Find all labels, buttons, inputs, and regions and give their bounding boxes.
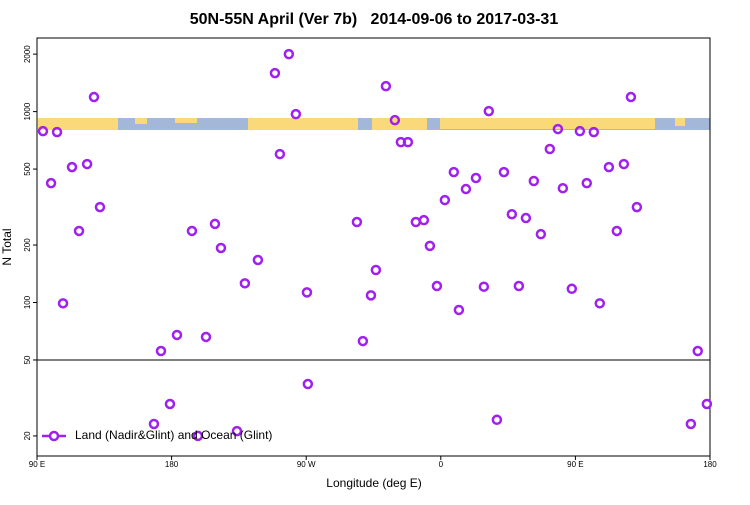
point (611, 225, 623, 237)
point (73, 225, 85, 237)
point (552, 123, 564, 135)
chart-title: 50N-55N April (Ver 7b) 2014-09-06 to 201… (190, 11, 559, 28)
point (506, 208, 518, 220)
point (478, 281, 490, 292)
point (498, 166, 510, 178)
point (192, 430, 204, 442)
point (453, 304, 465, 316)
point (470, 172, 482, 184)
point (274, 148, 286, 160)
point (491, 414, 503, 426)
point (535, 228, 547, 240)
point (448, 166, 460, 178)
point (544, 143, 556, 155)
point (81, 158, 93, 170)
x-tick-label: 0 (439, 460, 444, 469)
land-ocean-strip (38, 118, 710, 130)
point (618, 158, 630, 170)
legend-marker (48, 430, 60, 442)
point (186, 225, 198, 237)
x-tick-label: 90 E (29, 460, 45, 469)
y-tick-label: 50 (23, 355, 32, 364)
point (252, 254, 264, 266)
point (574, 125, 586, 137)
point (269, 67, 281, 79)
point (94, 201, 106, 213)
point (357, 335, 369, 347)
point (370, 264, 382, 276)
point (66, 161, 78, 173)
point (155, 345, 167, 357)
point (594, 298, 606, 309)
y-tick-label: 500 (23, 162, 32, 176)
y-tick-label: 1000 (23, 102, 32, 120)
point (439, 194, 451, 206)
point (692, 345, 703, 357)
point (685, 418, 697, 430)
x-axis-label: Longitude (deg E) (326, 476, 421, 490)
x-tick-label: 90 W (297, 460, 316, 469)
point (231, 425, 243, 437)
point (402, 136, 414, 148)
x-tick-label: 90 E (567, 460, 583, 469)
point (88, 91, 100, 103)
point (171, 329, 183, 341)
point (164, 398, 176, 410)
point (351, 216, 363, 228)
point (483, 105, 495, 117)
legend-label: Land (Nadir&Glint) and Ocean (Glint) (75, 428, 272, 442)
point (283, 48, 295, 60)
x-tick-label: 180 (703, 460, 717, 469)
point (302, 378, 314, 390)
point (528, 175, 540, 187)
point (45, 177, 57, 189)
point (148, 418, 160, 430)
point (431, 280, 443, 292)
point (631, 201, 643, 213)
point (57, 298, 69, 309)
point (424, 240, 436, 252)
x-tick-label: 180 (165, 460, 179, 469)
point (37, 125, 49, 137)
y-tick-label: 20 (23, 431, 32, 440)
point (520, 212, 532, 224)
point (51, 126, 63, 138)
point (603, 161, 615, 173)
point (365, 290, 377, 301)
point (625, 91, 637, 103)
point (588, 126, 600, 138)
plot-frame (36, 37, 711, 457)
point (200, 331, 212, 343)
point (581, 177, 593, 189)
y-tick-label: 100 (23, 295, 32, 309)
point (290, 108, 302, 120)
point (418, 214, 430, 226)
point (566, 283, 578, 295)
point (460, 183, 472, 195)
point (410, 216, 422, 228)
point (380, 80, 392, 92)
y-axis-label: N Total (0, 228, 14, 265)
point (701, 398, 713, 410)
point (301, 287, 313, 298)
point (513, 280, 525, 292)
y-tick-label: 200 (23, 238, 32, 252)
point (389, 114, 401, 126)
point (215, 242, 227, 254)
point (557, 182, 569, 194)
point (239, 278, 251, 289)
y-tick-label: 2000 (23, 45, 32, 63)
point (209, 218, 221, 230)
